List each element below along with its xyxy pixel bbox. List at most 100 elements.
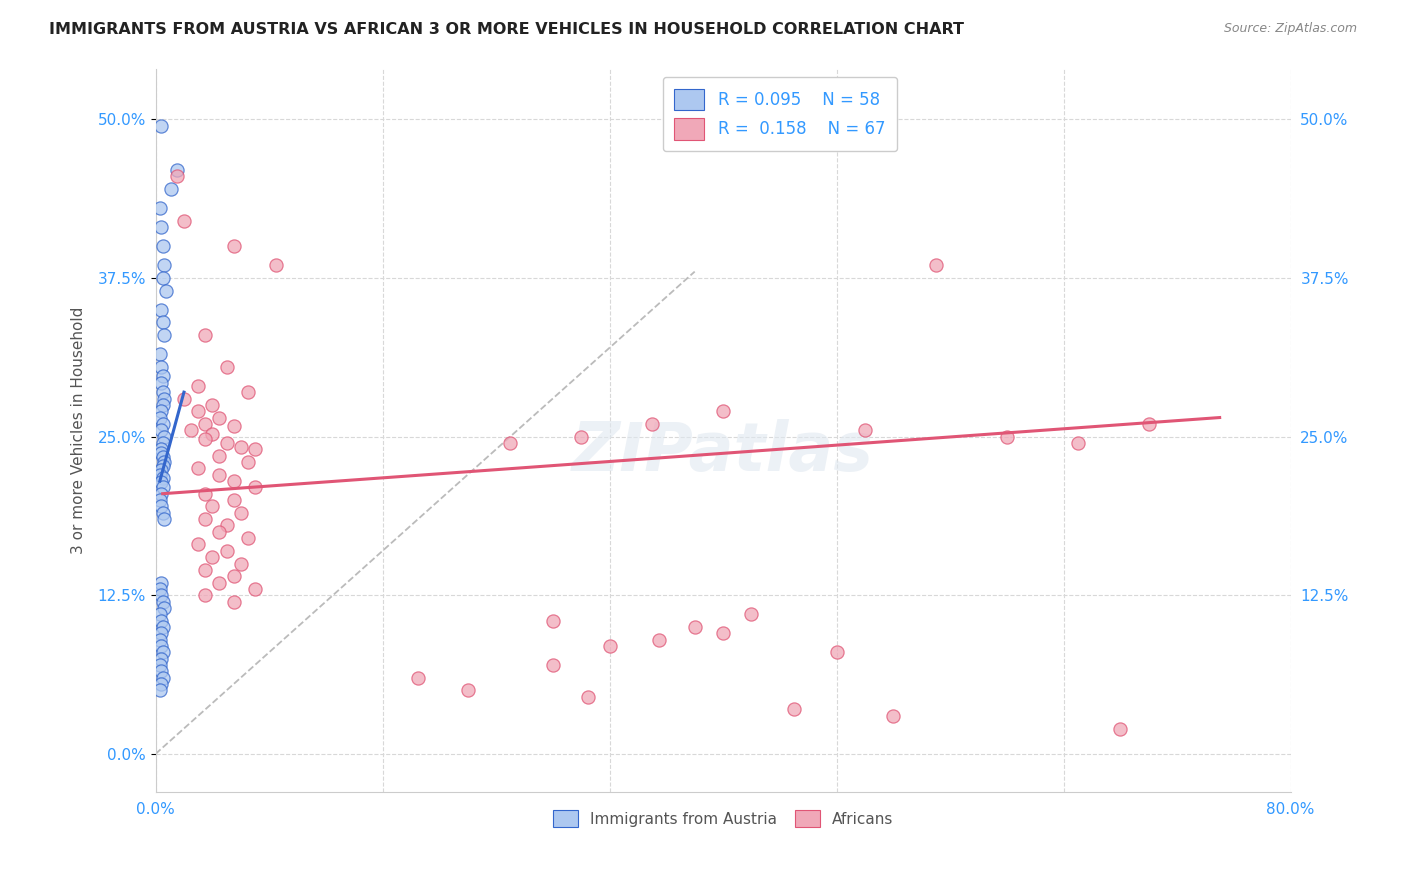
Point bbox=[215, 544, 238, 558]
Point bbox=[576, 690, 599, 704]
Point bbox=[222, 569, 245, 583]
Point bbox=[150, 486, 173, 500]
Point bbox=[152, 315, 174, 329]
Point bbox=[853, 423, 876, 437]
Point bbox=[152, 480, 174, 494]
Point bbox=[599, 639, 621, 653]
Point bbox=[208, 575, 231, 590]
Point bbox=[153, 512, 176, 526]
Point bbox=[150, 588, 173, 602]
Point bbox=[150, 462, 173, 476]
Point bbox=[222, 419, 245, 434]
Point bbox=[149, 467, 172, 482]
Point bbox=[194, 563, 217, 577]
Point bbox=[740, 607, 762, 622]
Point bbox=[569, 429, 592, 443]
Point bbox=[152, 645, 174, 659]
Point bbox=[201, 427, 224, 442]
Point bbox=[229, 506, 252, 520]
Point bbox=[194, 417, 217, 431]
Text: IMMIGRANTS FROM AUSTRIA VS AFRICAN 3 OR MORE VEHICLES IN HOUSEHOLD CORRELATION C: IMMIGRANTS FROM AUSTRIA VS AFRICAN 3 OR … bbox=[49, 22, 965, 37]
Point bbox=[150, 626, 173, 640]
Point bbox=[152, 239, 174, 253]
Point bbox=[152, 506, 174, 520]
Legend: Immigrants from Austria, Africans: Immigrants from Austria, Africans bbox=[546, 802, 901, 835]
Point bbox=[173, 392, 195, 406]
Point bbox=[541, 614, 564, 628]
Point bbox=[149, 347, 172, 361]
Point bbox=[149, 493, 172, 508]
Point bbox=[152, 620, 174, 634]
Point bbox=[152, 471, 174, 485]
Point bbox=[1109, 722, 1132, 736]
Point bbox=[208, 524, 231, 539]
Point bbox=[882, 708, 904, 723]
Point bbox=[180, 423, 202, 437]
Point bbox=[153, 328, 176, 343]
Point bbox=[925, 258, 948, 272]
Point bbox=[641, 417, 664, 431]
Point bbox=[201, 500, 224, 514]
Point bbox=[648, 632, 671, 647]
Point bbox=[150, 651, 173, 665]
Point bbox=[201, 550, 224, 565]
Point bbox=[187, 404, 209, 418]
Point bbox=[149, 607, 172, 622]
Text: ZIPatlas: ZIPatlas bbox=[572, 419, 875, 485]
Point bbox=[149, 582, 172, 596]
Point bbox=[229, 440, 252, 454]
Y-axis label: 3 or more Vehicles in Household: 3 or more Vehicles in Household bbox=[72, 307, 86, 554]
Point bbox=[153, 601, 176, 615]
Point bbox=[406, 671, 429, 685]
Point bbox=[155, 284, 177, 298]
Point bbox=[222, 474, 245, 488]
Point bbox=[711, 626, 734, 640]
Point bbox=[153, 258, 176, 272]
Point bbox=[236, 455, 259, 469]
Text: Source: ZipAtlas.com: Source: ZipAtlas.com bbox=[1223, 22, 1357, 36]
Point bbox=[166, 163, 188, 178]
Point bbox=[152, 398, 174, 412]
Point bbox=[150, 500, 173, 514]
Point bbox=[152, 417, 174, 431]
Point bbox=[153, 392, 176, 406]
Point bbox=[499, 436, 522, 450]
Point bbox=[153, 429, 176, 443]
Point bbox=[541, 658, 564, 673]
Point bbox=[1137, 417, 1160, 431]
Point bbox=[995, 429, 1018, 443]
Point bbox=[150, 614, 173, 628]
Point bbox=[194, 328, 217, 343]
Point bbox=[222, 594, 245, 608]
Point bbox=[1067, 436, 1090, 450]
Point bbox=[150, 442, 173, 457]
Point bbox=[243, 582, 266, 596]
Point bbox=[150, 677, 173, 691]
Point bbox=[187, 379, 209, 393]
Point bbox=[201, 398, 224, 412]
Point bbox=[208, 467, 231, 482]
Point bbox=[194, 512, 217, 526]
Point bbox=[152, 594, 174, 608]
Point bbox=[166, 169, 188, 184]
Point bbox=[152, 271, 174, 285]
Point bbox=[194, 486, 217, 500]
Point bbox=[152, 458, 174, 473]
Point bbox=[208, 449, 231, 463]
Point bbox=[150, 220, 173, 235]
Point bbox=[150, 404, 173, 418]
Point bbox=[194, 588, 217, 602]
Point bbox=[150, 639, 173, 653]
Point bbox=[222, 239, 245, 253]
Point bbox=[152, 385, 174, 400]
Point bbox=[150, 359, 173, 374]
Point bbox=[150, 446, 173, 460]
Point bbox=[264, 258, 287, 272]
Point bbox=[711, 404, 734, 418]
Point bbox=[208, 410, 231, 425]
Point bbox=[187, 461, 209, 475]
Point bbox=[229, 557, 252, 571]
Point bbox=[683, 620, 706, 634]
Point bbox=[150, 376, 173, 391]
Point bbox=[187, 537, 209, 551]
